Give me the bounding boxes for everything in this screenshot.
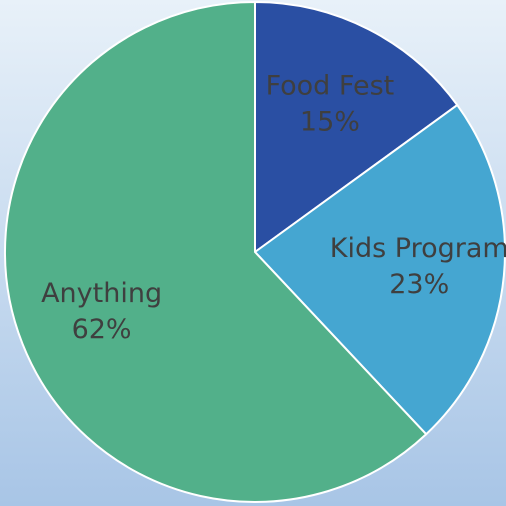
pie-slice [254, 0, 459, 254]
slice-label: Anything [41, 278, 162, 309]
slice-value-label: 15% [300, 106, 360, 137]
slice-label: Kids Program [330, 233, 506, 264]
pie-slice [4, 0, 428, 503]
slice-value-label: 23% [389, 269, 449, 300]
slice-label: Food Fest [266, 70, 395, 101]
pie-slice [253, 103, 506, 436]
slice-value-label: 62% [72, 314, 132, 345]
